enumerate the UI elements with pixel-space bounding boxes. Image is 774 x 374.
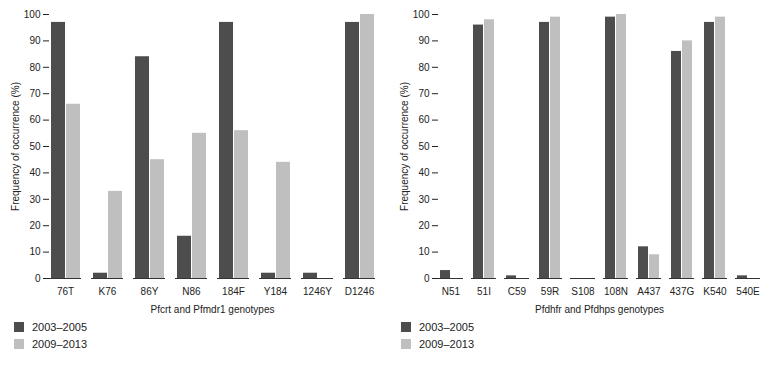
svg-text:Pfcrt and Pfmdr1 genotypes: Pfcrt and Pfmdr1 genotypes <box>151 304 275 315</box>
svg-text:90: 90 <box>418 35 430 46</box>
svg-text:A437: A437 <box>637 286 661 297</box>
svg-text:80: 80 <box>29 62 41 73</box>
svg-text:540E: 540E <box>736 286 760 297</box>
svg-text:30: 30 <box>418 194 430 205</box>
svg-text:K540: K540 <box>703 286 727 297</box>
svg-text:10: 10 <box>29 246 41 257</box>
svg-text:100: 100 <box>413 9 430 20</box>
svg-text:108N: 108N <box>604 286 628 297</box>
svg-text:40: 40 <box>29 167 41 178</box>
svg-text:N51: N51 <box>442 286 461 297</box>
html-text:2003–2005: 2003–2005 <box>419 320 475 333</box>
svg-text:70: 70 <box>418 88 430 99</box>
svg-text:Y184: Y184 <box>264 286 288 297</box>
svg-text:60: 60 <box>418 114 430 125</box>
svg-text:437G: 437G <box>670 286 695 297</box>
svg-text:59R: 59R <box>541 286 559 297</box>
html-text:2003–2005: 2003–2005 <box>32 320 88 333</box>
svg-text:C59: C59 <box>508 286 527 297</box>
svg-text:Frequency of occurrence (%): Frequency of occurrence (%) <box>10 82 21 211</box>
svg-text:10: 10 <box>418 246 430 257</box>
svg-text:30: 30 <box>29 194 41 205</box>
svg-text:1246Y: 1246Y <box>303 286 332 297</box>
svg-text:60: 60 <box>29 114 41 125</box>
svg-text:70: 70 <box>29 88 41 99</box>
svg-text:184F: 184F <box>222 286 245 297</box>
svg-text:20: 20 <box>29 220 41 231</box>
svg-text:0: 0 <box>35 273 41 284</box>
svg-text:51I: 51I <box>477 286 491 297</box>
svg-text:50: 50 <box>418 141 430 152</box>
svg-text:D1246: D1246 <box>345 286 375 297</box>
svg-text:20: 20 <box>418 220 430 231</box>
svg-text:86Y: 86Y <box>141 286 159 297</box>
svg-text:76T: 76T <box>57 286 74 297</box>
svg-text:90: 90 <box>29 35 41 46</box>
svg-text:S108: S108 <box>571 286 595 297</box>
svg-text:80: 80 <box>418 62 430 73</box>
svg-text:K76: K76 <box>99 286 117 297</box>
svg-text:N86: N86 <box>182 286 201 297</box>
svg-text:40: 40 <box>418 167 430 178</box>
svg-text:Pfdhfr and Pfdhps genotypes: Pfdhfr and Pfdhps genotypes <box>535 304 664 315</box>
svg-text:100: 100 <box>24 9 41 20</box>
html-text:2009–2013: 2009–2013 <box>32 337 88 350</box>
svg-text:0: 0 <box>424 273 430 284</box>
svg-text:50: 50 <box>29 141 41 152</box>
svg-text:Frequency of occurrence (%): Frequency of occurrence (%) <box>399 82 410 211</box>
html-text:2009–2013: 2009–2013 <box>419 337 475 350</box>
